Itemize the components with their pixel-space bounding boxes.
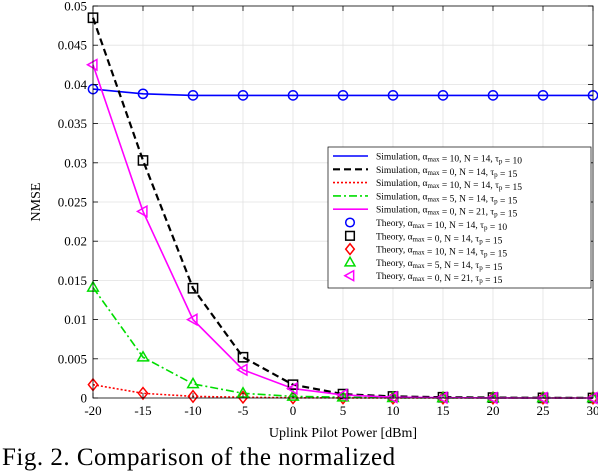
x-tick-label: 25 xyxy=(537,403,550,418)
y-tick-label: 0.015 xyxy=(58,273,87,288)
data-point-circle xyxy=(137,88,149,100)
y-tick-label: 0.035 xyxy=(58,116,87,131)
data-point-circle xyxy=(487,90,499,101)
legend-marker-triangle-up xyxy=(343,255,357,267)
y-tick-label: 0.02 xyxy=(64,234,87,249)
data-point-circle xyxy=(287,90,299,101)
data-point-diamond xyxy=(187,389,199,404)
y-tick-label: 0 xyxy=(81,391,88,406)
axis-ticks: -20 -15 -10 -5 0 5 10 15 20 25 30 0 0.005 0.01 0.015 0.… xyxy=(58,0,598,418)
data-point-triangle-up xyxy=(186,376,200,389)
y-tick-label: 0.05 xyxy=(64,0,87,14)
data-point-circle xyxy=(187,90,199,101)
x-tick-label: 0 xyxy=(290,403,297,418)
data-point-square xyxy=(237,351,249,363)
data-point-square xyxy=(87,12,99,24)
data-point-diamond xyxy=(237,390,249,405)
data-point-diamond xyxy=(137,386,149,401)
x-tick-label: 5 xyxy=(340,403,347,418)
x-tick-label: 15 xyxy=(437,403,450,418)
y-tick-label: 0.045 xyxy=(58,38,87,53)
x-tick-label: 30 xyxy=(587,403,598,418)
data-point-circle xyxy=(537,90,549,101)
data-point-triangle-up xyxy=(136,350,150,362)
x-tick-label: -10 xyxy=(184,403,201,418)
x-tick-label: -5 xyxy=(238,403,249,418)
x-tick-label: 10 xyxy=(387,403,400,418)
data-point-triangle-up xyxy=(386,390,400,403)
figure-caption: Fig. 2. Comparison of the normalized xyxy=(2,444,396,471)
y-tick-label: 0.005 xyxy=(58,351,87,366)
data-point-triangle-left xyxy=(235,363,248,377)
y-tick-label: 0.04 xyxy=(64,77,87,92)
data-point-triangle-up xyxy=(286,389,300,401)
data-point-circle xyxy=(337,90,349,101)
x-axis-label: Uplink Pilot Power [dBm] xyxy=(269,426,417,440)
legend: Simulation, αmax = 10, N = 14, τp = 10Si… xyxy=(327,146,592,289)
x-tick-label: 20 xyxy=(487,403,500,418)
data-point-triangle-left xyxy=(335,388,348,402)
series-line-0 xyxy=(92,88,593,97)
legend-marker-diamond xyxy=(344,242,356,256)
y-tick-label: 0.025 xyxy=(58,195,87,210)
data-point-square xyxy=(137,155,149,166)
data-point-circle xyxy=(437,90,449,101)
legend-marker-triangle-left xyxy=(343,269,355,282)
y-axis-label: NMSE xyxy=(29,183,44,222)
x-tick-label: -15 xyxy=(134,403,151,418)
y-tick-label: 0.01 xyxy=(64,312,87,327)
data-point-triangle-left xyxy=(285,382,298,396)
y-tick-label: 0.03 xyxy=(64,155,87,170)
legend-marker-square xyxy=(344,230,356,241)
data-point-square xyxy=(187,282,199,294)
series-line-1 xyxy=(91,17,594,399)
data-point-circle xyxy=(387,90,399,101)
data-point-triangle-left xyxy=(585,391,598,405)
data-point-triangle-left xyxy=(185,313,198,327)
nmse-chart: -20 -15 -10 -5 0 5 10 15 20 25 30 0 0.005 0.01 0.015 0.… xyxy=(29,0,598,440)
legend-box xyxy=(327,146,592,289)
data-point-triangle-left xyxy=(135,204,148,218)
data-point-circle xyxy=(237,90,249,101)
x-tick-label: -20 xyxy=(84,403,101,418)
legend-marker-circle xyxy=(344,217,356,228)
data-point-triangle-left xyxy=(85,58,98,72)
data-point-triangle-left xyxy=(385,390,398,404)
